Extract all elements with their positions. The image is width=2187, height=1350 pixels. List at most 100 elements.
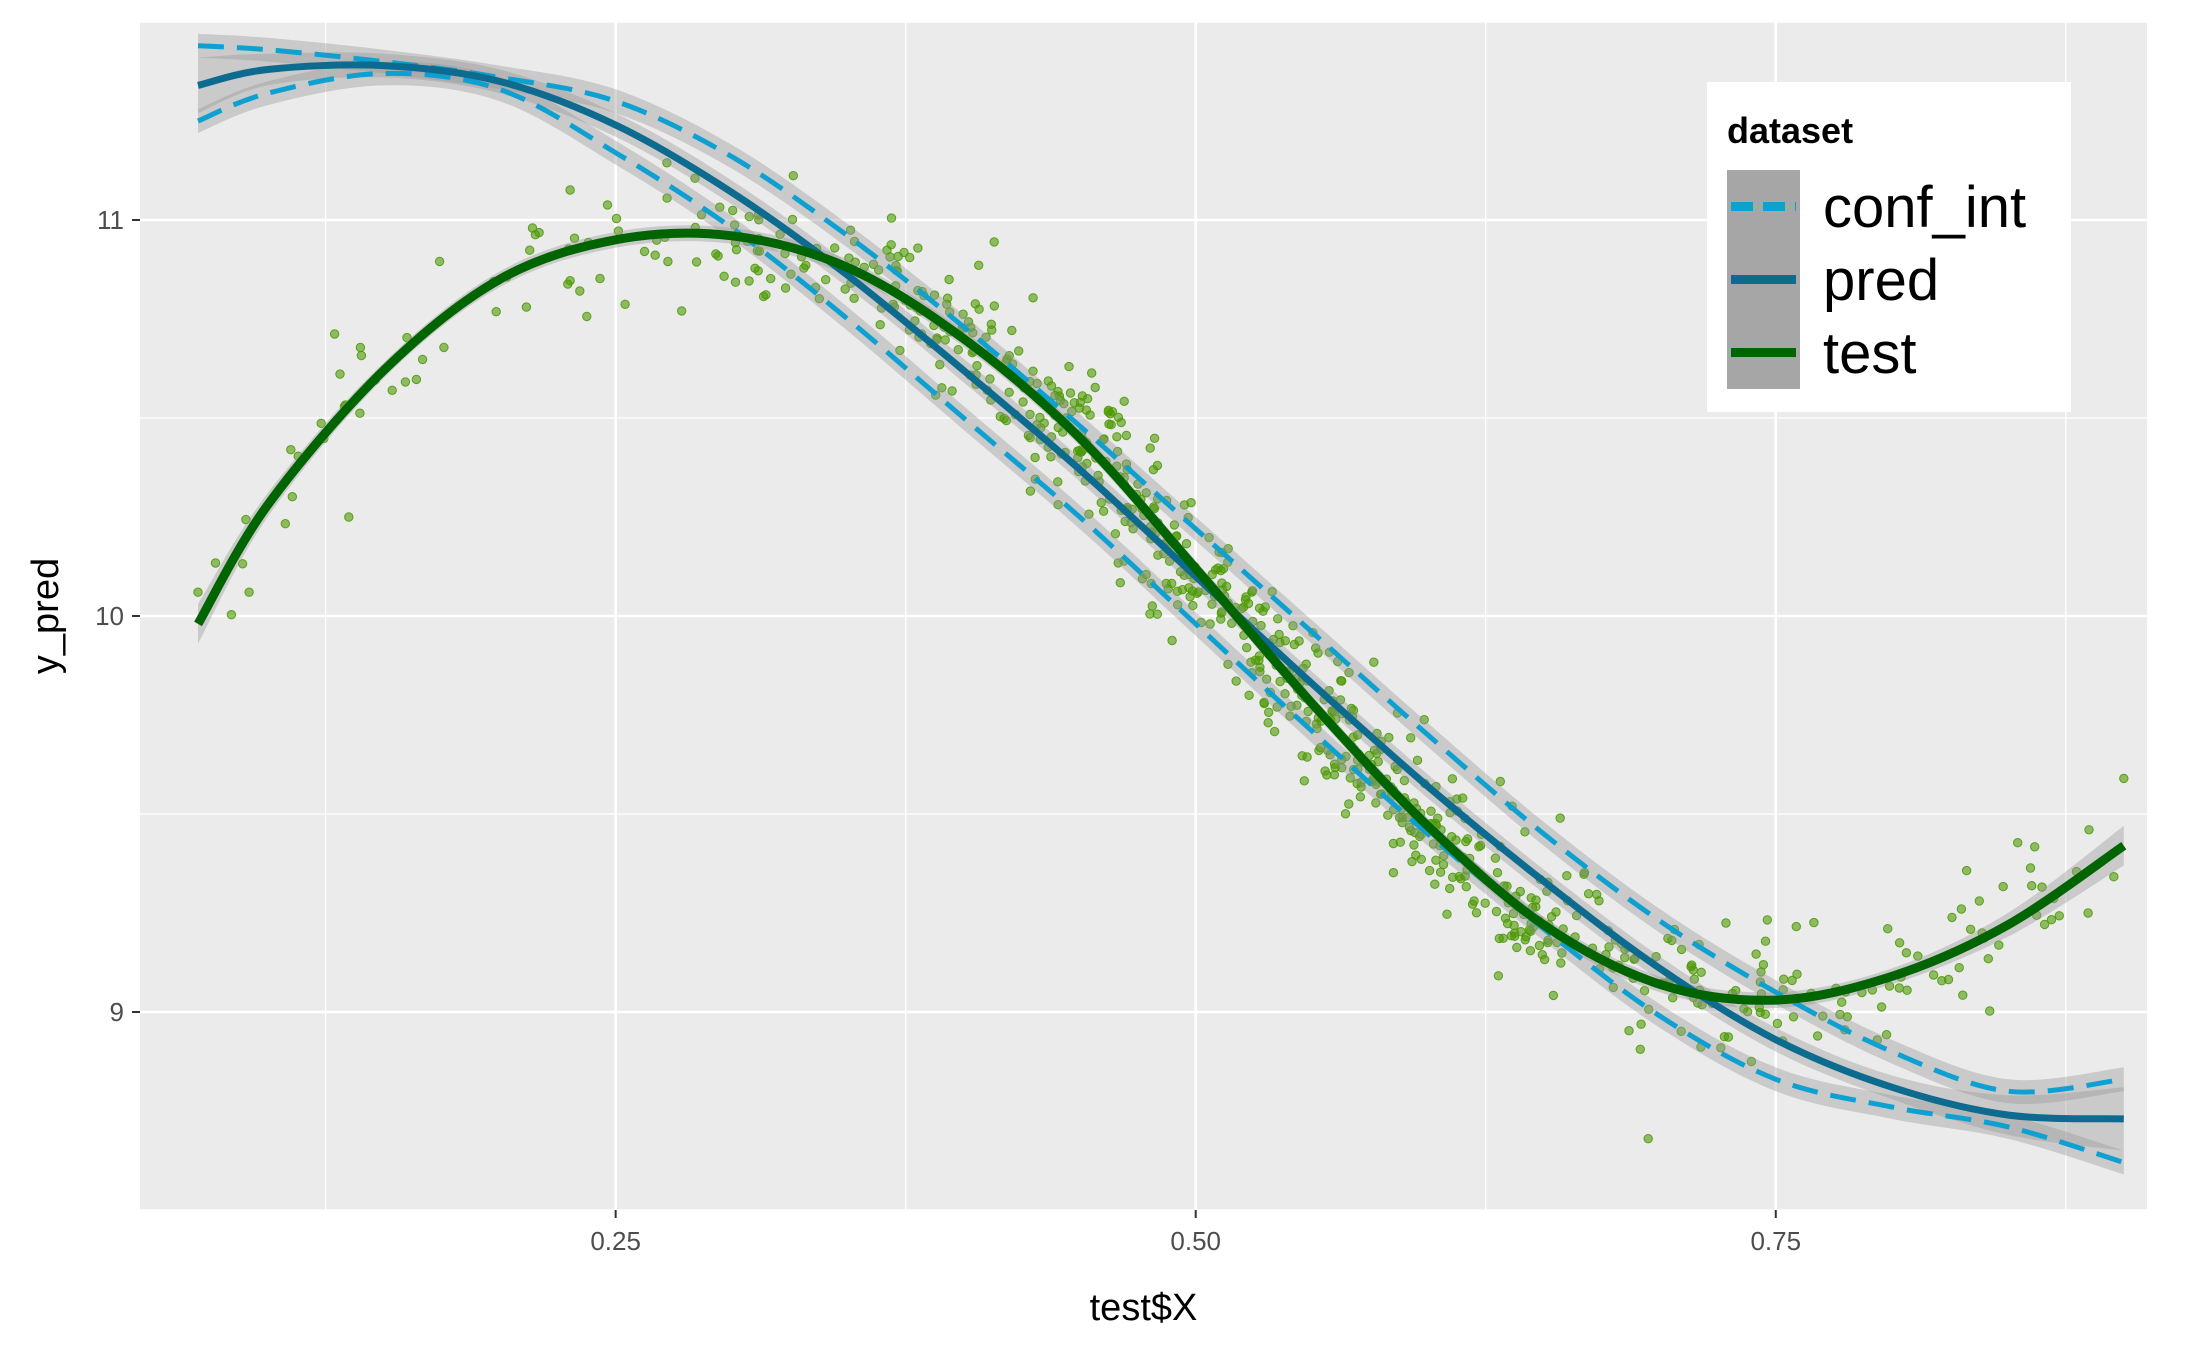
y-axis-title: y_pred bbox=[25, 558, 67, 674]
test-point bbox=[849, 293, 859, 303]
test-point bbox=[786, 269, 796, 279]
test-point bbox=[1792, 969, 1802, 979]
test-point bbox=[1961, 865, 1972, 876]
test-point bbox=[1242, 643, 1252, 653]
test-point bbox=[1629, 954, 1639, 964]
test-point bbox=[1110, 529, 1121, 539]
y-tick-label: 9 bbox=[110, 997, 124, 1027]
test-point bbox=[286, 445, 296, 455]
test-point bbox=[1508, 908, 1519, 919]
test-point bbox=[355, 408, 365, 418]
test-point bbox=[895, 345, 905, 356]
test-point bbox=[1053, 477, 1063, 487]
test-point bbox=[799, 263, 809, 273]
test-point bbox=[356, 350, 367, 361]
test-point bbox=[1388, 868, 1399, 878]
test-point bbox=[620, 299, 630, 309]
test-point bbox=[1412, 755, 1423, 765]
test-point bbox=[766, 273, 776, 284]
test-point bbox=[1103, 405, 1114, 415]
test-point bbox=[663, 256, 673, 267]
test-point bbox=[2025, 863, 2036, 873]
test-point bbox=[1751, 949, 1761, 959]
test-point bbox=[1288, 621, 1298, 631]
test-point bbox=[1145, 609, 1155, 619]
test-point bbox=[1149, 433, 1160, 443]
test-point bbox=[963, 317, 974, 327]
test-point bbox=[1216, 565, 1226, 576]
test-point bbox=[1273, 614, 1283, 624]
test-point bbox=[910, 316, 920, 326]
test-point bbox=[1169, 520, 1180, 530]
legend-label-pred: pred bbox=[1823, 248, 1939, 313]
y-tick-label: 10 bbox=[95, 601, 124, 631]
test-point bbox=[1227, 618, 1237, 628]
test-point bbox=[2030, 842, 2040, 852]
test-point bbox=[1064, 361, 1074, 372]
test-point bbox=[1419, 715, 1429, 725]
test-point bbox=[1221, 581, 1232, 592]
test-point bbox=[1179, 500, 1190, 510]
test-point bbox=[662, 158, 672, 168]
test-point bbox=[1023, 430, 1034, 441]
test-point bbox=[611, 213, 622, 224]
test-point bbox=[1837, 997, 1847, 1007]
test-point bbox=[942, 299, 952, 309]
test-point bbox=[1053, 386, 1063, 397]
test-point bbox=[1958, 990, 1968, 1000]
test-point bbox=[1431, 855, 1441, 865]
test-point bbox=[1644, 1004, 1654, 1014]
test-point bbox=[1397, 817, 1407, 828]
test-point bbox=[728, 205, 738, 216]
test-point bbox=[875, 320, 885, 330]
test-point bbox=[1539, 954, 1550, 965]
test-point bbox=[711, 249, 721, 259]
test-point bbox=[1059, 399, 1069, 409]
test-point bbox=[1030, 452, 1040, 463]
test-point bbox=[1562, 871, 1572, 881]
test-point bbox=[1311, 719, 1322, 729]
test-point bbox=[1876, 1002, 1887, 1012]
test-point bbox=[1344, 667, 1354, 678]
test-point bbox=[344, 512, 354, 522]
test-point bbox=[1676, 944, 1687, 955]
test-point bbox=[1303, 706, 1313, 717]
test-point bbox=[1069, 398, 1080, 408]
conf-int-upper-line bbox=[197, 43, 2125, 1095]
test-point bbox=[1344, 799, 1354, 809]
test-point bbox=[1983, 954, 1994, 964]
test-point bbox=[582, 311, 592, 322]
test-point bbox=[1087, 368, 1097, 378]
test-point bbox=[989, 237, 999, 247]
test-point bbox=[1490, 853, 1501, 863]
x-axis-title: test$X bbox=[1090, 1287, 1198, 1329]
test-point bbox=[1543, 935, 1553, 945]
test-point bbox=[1352, 778, 1362, 789]
test-point bbox=[730, 277, 741, 287]
test-point bbox=[1495, 776, 1506, 787]
test-point bbox=[715, 202, 725, 212]
test-point bbox=[1263, 718, 1273, 728]
test-point bbox=[690, 173, 700, 183]
test-point bbox=[2054, 911, 2065, 921]
test-point bbox=[1998, 881, 2008, 892]
test-point bbox=[1320, 766, 1330, 776]
test-point bbox=[226, 610, 237, 620]
test-point bbox=[1355, 792, 1366, 802]
test-point bbox=[1624, 1026, 1634, 1036]
legend-title: dataset bbox=[1727, 110, 1853, 151]
test-point bbox=[1120, 516, 1130, 527]
test-point bbox=[569, 233, 580, 243]
test-point bbox=[1772, 1018, 1783, 1029]
test-point bbox=[985, 374, 995, 384]
test-point bbox=[1149, 503, 1160, 514]
test-point bbox=[1636, 1019, 1646, 1029]
test-point bbox=[1369, 657, 1379, 667]
test-point bbox=[1014, 346, 1024, 356]
test-point bbox=[1788, 1012, 1799, 1022]
test-point bbox=[1147, 601, 1158, 611]
test-point bbox=[2037, 882, 2047, 892]
test-point bbox=[1521, 932, 1531, 942]
